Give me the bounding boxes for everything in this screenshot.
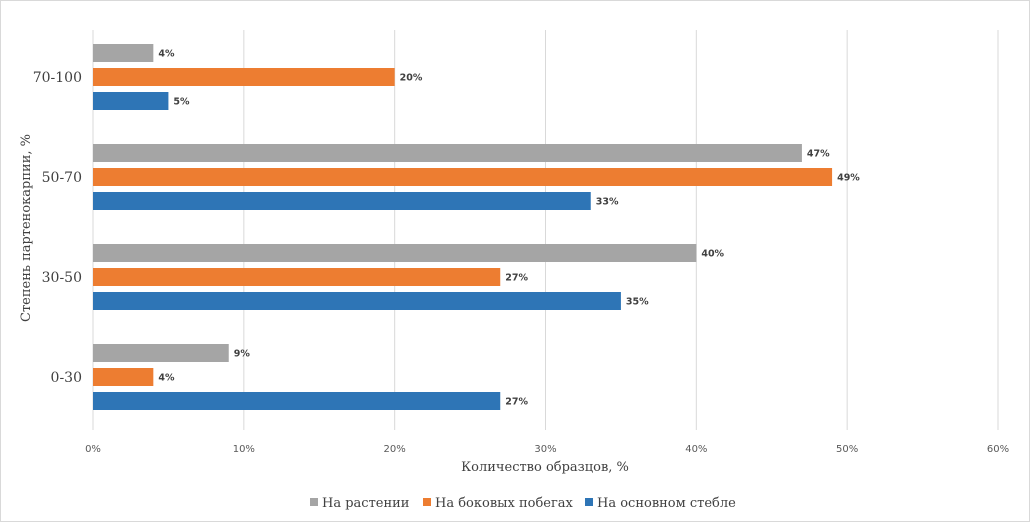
legend-label: На боковых побегах [435, 496, 574, 511]
data-label: 27% [505, 273, 528, 284]
gridlines [92, 30, 999, 430]
bar [93, 168, 833, 186]
legend-swatch [423, 498, 431, 506]
data-label: 47% [807, 149, 830, 160]
legend-swatch [310, 498, 318, 506]
x-tick-label: 10% [233, 444, 255, 455]
bar [93, 44, 154, 62]
x-tick-labels: 0% 10% 20% 30% 40% 50% 60% [85, 444, 1009, 455]
data-label: 33% [596, 197, 619, 208]
bar [93, 368, 154, 386]
legend-label: На основном стебле [597, 496, 736, 511]
bar [93, 268, 501, 286]
x-tick-label: 0% [85, 444, 101, 455]
data-label: 40% [701, 249, 724, 260]
data-label: 27% [505, 397, 528, 408]
legend: На растении На боковых побегах На основном… [310, 496, 736, 511]
data-label: 9% [234, 349, 251, 360]
legend-item: На растении [310, 496, 409, 511]
category-label: 70-100 [33, 70, 82, 86]
x-tick-label: 50% [836, 444, 858, 455]
category-label: 50-70 [42, 170, 82, 186]
legend-item: На боковых побегах [423, 496, 574, 511]
data-label: 20% [400, 73, 423, 84]
x-tick-label: 20% [384, 444, 406, 455]
bar [93, 344, 229, 362]
data-label: 4% [158, 373, 175, 384]
bar [93, 144, 802, 162]
x-tick-label: 30% [534, 444, 556, 455]
x-tick-label: 60% [987, 444, 1009, 455]
bar [93, 292, 621, 310]
data-label: 49% [837, 173, 860, 184]
data-label: 4% [158, 49, 175, 60]
bar [93, 92, 169, 110]
bar [93, 68, 395, 86]
legend-swatch [585, 498, 593, 506]
data-label: 5% [173, 97, 190, 108]
data-labels: 4% 20% 5% 47% 49% 33% 40% 27% 35% 9% 4% 27% [158, 49, 860, 408]
bars [93, 44, 833, 410]
x-axis-title: Количество образцов, % [461, 460, 629, 475]
category-label: 0-30 [51, 370, 82, 386]
bar [93, 192, 591, 210]
bar [93, 392, 501, 410]
category-label: 30-50 [42, 270, 82, 286]
legend-label: На растении [322, 496, 409, 511]
legend-item: На основном стебле [585, 496, 736, 511]
bar [93, 244, 697, 262]
x-tick-label: 40% [685, 444, 707, 455]
category-labels: 70-100 50-70 30-50 0-30 [33, 70, 82, 386]
y-axis-title: Степень партенокарпии, % [19, 134, 34, 322]
data-label: 35% [626, 297, 649, 308]
